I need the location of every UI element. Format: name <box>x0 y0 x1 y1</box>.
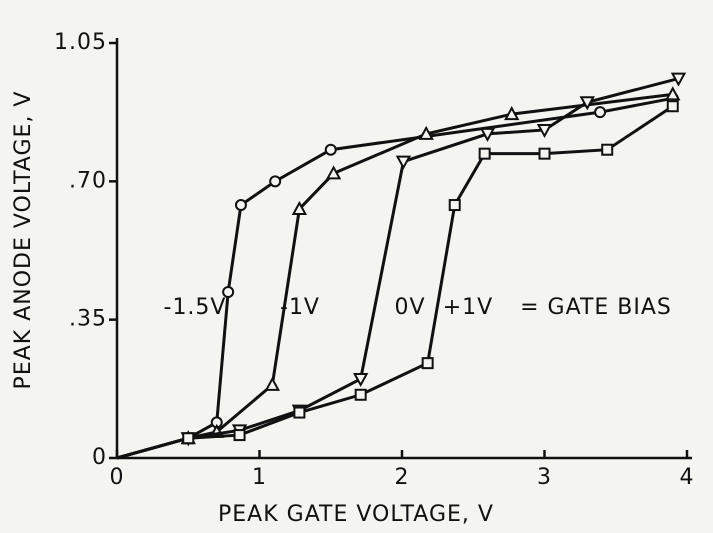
marker <box>536 123 553 139</box>
y-tick-label: .70 <box>69 168 107 193</box>
y-axis-label: PEAK ANODE VOLTAGE, V <box>11 91 36 390</box>
marker <box>478 147 491 160</box>
marker <box>418 125 434 140</box>
marker <box>182 432 195 445</box>
annotation: = GATE BIAS <box>520 295 672 320</box>
marker <box>448 199 461 212</box>
marker <box>601 143 614 156</box>
x-tick-label: 0 <box>110 465 125 490</box>
series-line <box>116 104 674 460</box>
marker <box>291 200 308 215</box>
x-tick-label: 2 <box>395 465 410 490</box>
marker <box>234 199 247 212</box>
series-line <box>116 92 673 460</box>
series-label: -1.5V <box>164 295 227 320</box>
series-line <box>116 77 679 460</box>
marker <box>670 72 687 87</box>
x-tick-label: 4 <box>680 465 695 490</box>
marker <box>269 175 282 188</box>
series-label: 0V <box>394 295 425 320</box>
y-tick-label: .35 <box>69 307 107 332</box>
y-tick-label: 1.05 <box>54 30 107 55</box>
x-axis-label: PEAK GATE VOLTAGE, V <box>218 502 494 527</box>
marker <box>665 86 681 101</box>
marker <box>324 143 337 156</box>
series-label: +1V <box>443 295 493 320</box>
marker <box>233 429 246 442</box>
marker <box>352 372 369 388</box>
marker <box>395 155 412 170</box>
x-tick-label: 3 <box>537 465 552 490</box>
marker <box>222 286 235 298</box>
marker <box>579 96 595 111</box>
marker <box>264 376 281 391</box>
marker <box>293 406 306 419</box>
marker <box>479 127 496 142</box>
marker <box>666 100 679 113</box>
marker <box>325 165 342 180</box>
marker <box>504 106 520 121</box>
marker <box>538 147 551 160</box>
marker <box>594 106 607 119</box>
y-tick-label: 0 <box>92 445 107 470</box>
marker <box>354 388 367 401</box>
series-label: -1V <box>280 295 320 320</box>
x-tick-label: 1 <box>252 465 267 490</box>
marker <box>421 357 434 370</box>
